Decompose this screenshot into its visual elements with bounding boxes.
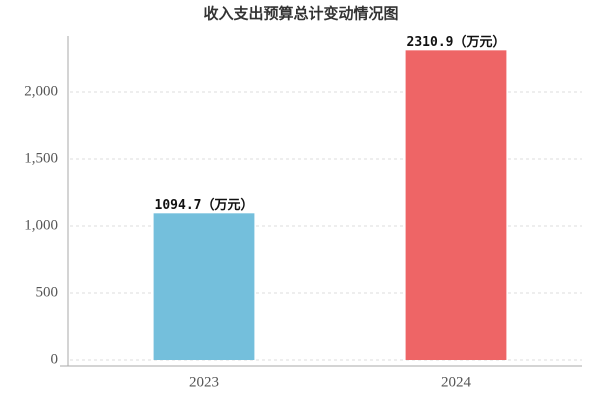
x-tick-label: 2023 — [189, 374, 219, 390]
bar — [405, 50, 507, 360]
y-tick-label: 2,000 — [24, 83, 58, 99]
bar — [153, 213, 255, 360]
y-tick-label: 500 — [36, 284, 59, 300]
y-tick-label: 1,000 — [24, 217, 58, 233]
value-label: 1094.7（万元） — [155, 197, 254, 213]
x-tick-label: 2024 — [441, 374, 472, 390]
value-label: 2310.9（万元） — [407, 34, 506, 50]
y-tick-label: 0 — [51, 351, 59, 367]
chart-title: 收入支出预算总计变动情况图 — [203, 5, 398, 23]
y-tick-label: 1,500 — [24, 150, 58, 166]
